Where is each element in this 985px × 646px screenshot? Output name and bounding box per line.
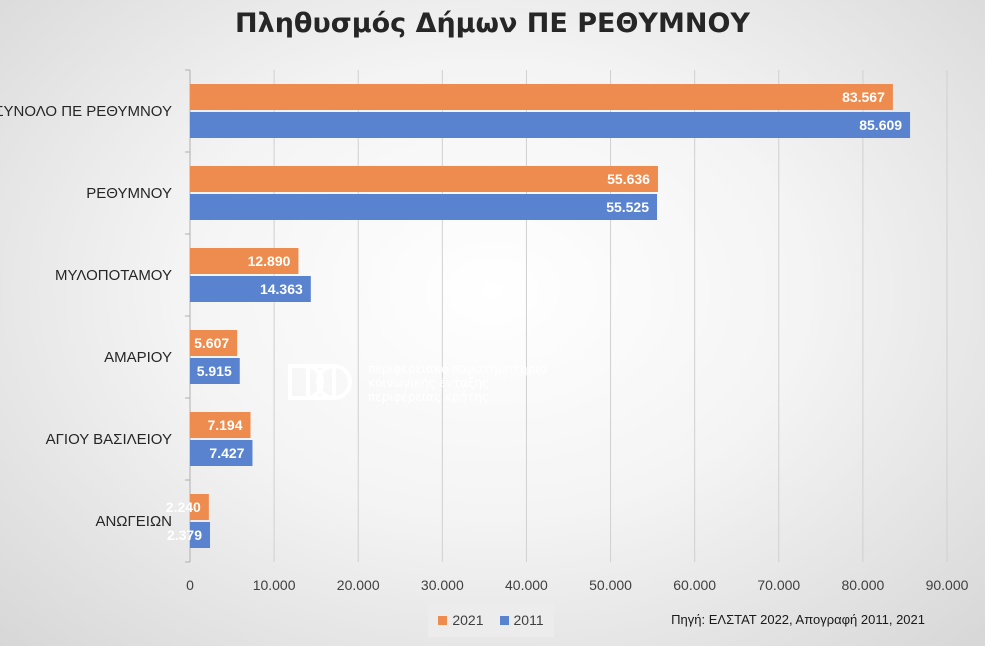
bar-2011 [190,522,211,548]
legend-label-2011: 2011 [513,612,544,628]
bar-2011 [190,440,253,466]
data-label-2021: 55.636 [607,171,650,187]
x-tick-label: 70.000 [757,577,800,593]
legend-swatch-2021 [438,615,448,625]
bar-2021 [190,84,893,110]
category-label: ΑΜΑΡΙΟΥ [104,349,172,366]
bar-2011 [190,276,311,302]
bar-2021 [190,330,238,356]
data-label-2021: 12.890 [248,253,291,269]
data-label-2011: 7.427 [209,445,244,461]
bar-2021 [190,494,209,520]
x-tick-label: 30.000 [421,577,464,593]
chart-legend: 2021 2011 [428,603,554,637]
logo-text-line: κοινωνικής ένταξης [368,376,490,390]
logo-text-line: περιφέρειας κρήτης [368,390,489,404]
data-label-2021: 83.567 [842,89,885,105]
x-tick-label: 90.000 [926,577,969,593]
category-label: ΡΕΘΥΜΝΟΥ [86,185,172,202]
category-label: ΜΥΛΟΠΟΤΑΜΟΥ [55,267,172,284]
bar-2021 [190,166,658,192]
x-tick-label: 0 [186,577,194,593]
bar-2011 [190,194,658,220]
x-tick-label: 50.000 [589,577,632,593]
legend-swatch-2011 [499,615,509,625]
x-tick-label: 20.000 [337,577,380,593]
x-tick-label: 10.000 [253,577,296,593]
data-label-2021: 2.240 [166,499,201,515]
data-label-2011: 14.363 [260,281,303,297]
bar-2021 [190,248,299,274]
legend-label-2021: 2021 [452,612,484,628]
source-note: Πηγή: ΕΛΣΤΑΤ 2022, Απογραφή 2011, 2021 [671,612,925,627]
data-label-2011: 5.915 [197,363,232,379]
data-label-2011: 2.379 [167,527,202,543]
x-tick-label: 60.000 [673,577,716,593]
bar-2011 [190,112,911,138]
observatory-logo-text: περιφερειακό παρατηρητήριο κοινωνικής έν… [368,362,547,404]
logo-text-line: περιφερειακό παρατηρητήριο [368,362,547,376]
data-label-2011: 55.525 [606,199,649,215]
bar-2021 [190,412,251,438]
data-label-2021: 5.607 [194,335,229,351]
observatory-logo: περιφερειακό παρατηρητήριο κοινωνικής έν… [288,362,578,412]
bar-2011 [190,358,240,384]
x-tick-label: 80.000 [841,577,884,593]
data-label-2021: 7.194 [207,417,242,433]
category-label: ΑΝΩΓΕΙΩΝ [95,513,172,530]
chart-title: Πληθυσμός Δήμων ΠΕ ΡΕΘΥΜΝΟΥ [235,8,750,39]
data-label-2011: 85.609 [859,117,902,133]
legend-entry-2021: 2021 [438,612,484,628]
legend-entry-2011: 2011 [499,612,544,628]
category-label: ΣΥΝΟΛΟ ΠΕ ΡΕΘΥΜΝΟΥ [0,103,172,120]
observatory-logo-mark [288,364,352,400]
x-tick-label: 40.000 [505,577,548,593]
category-label: ΑΓΙΟΥ ΒΑΣΙΛΕΙΟΥ [46,431,172,448]
